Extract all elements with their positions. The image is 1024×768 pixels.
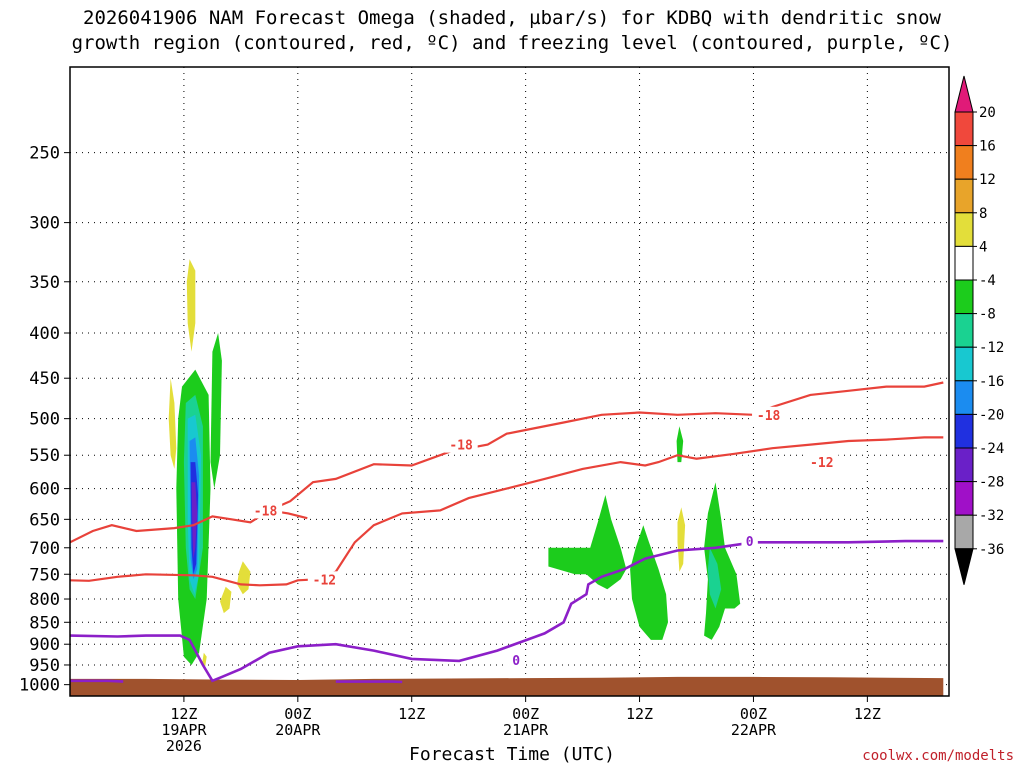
y-tick-label: 300 bbox=[29, 214, 60, 234]
y-tick-label: 700 bbox=[29, 539, 60, 559]
x-tick-label: 12Z bbox=[854, 705, 881, 723]
contour-label: -18 bbox=[449, 439, 473, 454]
contour-label-bg bbox=[507, 652, 525, 669]
omega-area-4 bbox=[186, 259, 196, 352]
x-tick-label: 2026 bbox=[166, 737, 202, 755]
plot-frame bbox=[69, 66, 950, 697]
terrain-surface bbox=[70, 676, 944, 696]
x-tick-label: 00Z bbox=[512, 705, 539, 723]
contour-label-bg bbox=[444, 436, 478, 453]
omega-area-4 bbox=[220, 586, 232, 614]
y-tick-label: 500 bbox=[29, 410, 60, 430]
colorbar-label: 16 bbox=[979, 139, 996, 155]
x-tick-label: 20APR bbox=[275, 721, 321, 739]
colorbar-segment bbox=[954, 178, 974, 214]
freezing-level-contour bbox=[70, 539, 944, 683]
colorbar-segment bbox=[954, 380, 974, 415]
colorbar-top-arrow bbox=[954, 75, 974, 113]
x-tick-label: 00Z bbox=[740, 705, 767, 723]
colorbar-segment bbox=[954, 279, 974, 315]
terrain-fill bbox=[70, 676, 944, 696]
omega-area-4 bbox=[237, 561, 251, 595]
y-tick-label: 600 bbox=[29, 480, 60, 500]
x-tick-label: 12Z bbox=[626, 705, 653, 723]
colorbar-segment bbox=[954, 514, 974, 550]
omega-area-neg4 bbox=[630, 525, 668, 640]
x-tick-label: 21APR bbox=[503, 721, 549, 739]
contour-label: -18 bbox=[757, 409, 781, 424]
colorbar: 20 16 12 8 4 -4 -8 -12 -16 -20 -24 -28 -32 -36 bbox=[954, 75, 1004, 585]
contour-label-bg bbox=[752, 406, 786, 423]
colorbar-label: 20 bbox=[979, 105, 996, 121]
x-tick-label: 12Z bbox=[398, 705, 425, 723]
colorbar-label: 4 bbox=[979, 239, 987, 255]
colorbar-label: -28 bbox=[979, 475, 1004, 491]
colorbar-segment bbox=[954, 313, 974, 348]
contour-label-bg bbox=[805, 454, 839, 471]
contour-label: 0 bbox=[512, 654, 520, 669]
y-tick-label: 800 bbox=[29, 590, 60, 610]
colorbar-label: 8 bbox=[979, 206, 987, 222]
contour-label: -18 bbox=[254, 504, 278, 519]
y-axis: 2503003504004505005506006507007508008509… bbox=[19, 144, 70, 696]
x-tick-label: 00Z bbox=[284, 705, 311, 723]
colorbar-label: -24 bbox=[979, 441, 1004, 457]
y-tick-label: 750 bbox=[29, 565, 60, 585]
grid-lines bbox=[70, 67, 949, 696]
colorbar-label: -12 bbox=[979, 340, 1004, 356]
x-axis-title: Forecast Time (UTC) bbox=[409, 744, 615, 765]
x-tick-label: 12Z bbox=[170, 705, 197, 723]
colorbar-label: -8 bbox=[979, 307, 996, 323]
contour-label-bg bbox=[248, 502, 283, 519]
colorbar-label: -4 bbox=[979, 273, 996, 289]
omega-area-4 bbox=[677, 507, 686, 572]
colorbar-label: -20 bbox=[979, 407, 1004, 423]
colorbar-segment bbox=[954, 447, 974, 483]
contour-label: 0 bbox=[746, 535, 754, 550]
colorbar-segment bbox=[954, 245, 974, 281]
x-tick-label: 22APR bbox=[731, 721, 777, 739]
contour-label-bg bbox=[307, 571, 341, 588]
colorbar-segment bbox=[954, 481, 974, 516]
y-tick-label: 350 bbox=[29, 273, 60, 293]
y-tick-label: 1000 bbox=[19, 676, 60, 696]
omega-area-4 bbox=[168, 378, 177, 469]
y-tick-label: 950 bbox=[29, 656, 60, 676]
contour-label-bg bbox=[741, 533, 758, 550]
colorbar-segment bbox=[954, 413, 974, 449]
omega-area-neg4 bbox=[548, 495, 627, 590]
contour-label: -12 bbox=[313, 573, 336, 588]
colorbar-bottom-arrow bbox=[954, 548, 974, 585]
y-tick-label: 650 bbox=[29, 510, 60, 530]
colorbar-segment bbox=[954, 145, 974, 180]
omega-shading bbox=[168, 259, 741, 669]
colorbar-segment bbox=[954, 212, 974, 247]
colorbar-segment bbox=[954, 346, 974, 382]
colorbar-label: 12 bbox=[979, 172, 996, 188]
colorbar-segment bbox=[954, 111, 974, 147]
omega-area-neg4 bbox=[210, 333, 222, 489]
y-tick-label: 450 bbox=[29, 369, 60, 389]
y-tick-label: 400 bbox=[29, 324, 60, 344]
y-tick-label: 250 bbox=[29, 144, 60, 164]
dgz-contour-neg12 bbox=[70, 436, 944, 587]
site-credit: coolwx.com/modelts bbox=[862, 748, 1014, 764]
omega-area-neg24 bbox=[191, 482, 198, 559]
chart-title: 2026041906 NAM Forecast Omega (shaded, µ… bbox=[71, 7, 953, 54]
x-tick-label: 19APR bbox=[161, 721, 207, 739]
omega-area-neg8 bbox=[707, 547, 722, 609]
y-tick-label: 550 bbox=[29, 446, 60, 466]
contour-label: -12 bbox=[810, 456, 833, 471]
omega-area-neg4 bbox=[676, 426, 684, 463]
y-tick-label: 900 bbox=[29, 635, 60, 655]
colorbar-label: -16 bbox=[979, 374, 1004, 390]
y-tick-label: 850 bbox=[29, 613, 60, 633]
contour-labels: -18 -18 -18 -12 -12 0 0 bbox=[248, 406, 839, 669]
colorbar-label: -32 bbox=[979, 508, 1004, 524]
colorbar-label: -36 bbox=[979, 542, 1004, 558]
freezing-level-contour bbox=[70, 679, 124, 683]
